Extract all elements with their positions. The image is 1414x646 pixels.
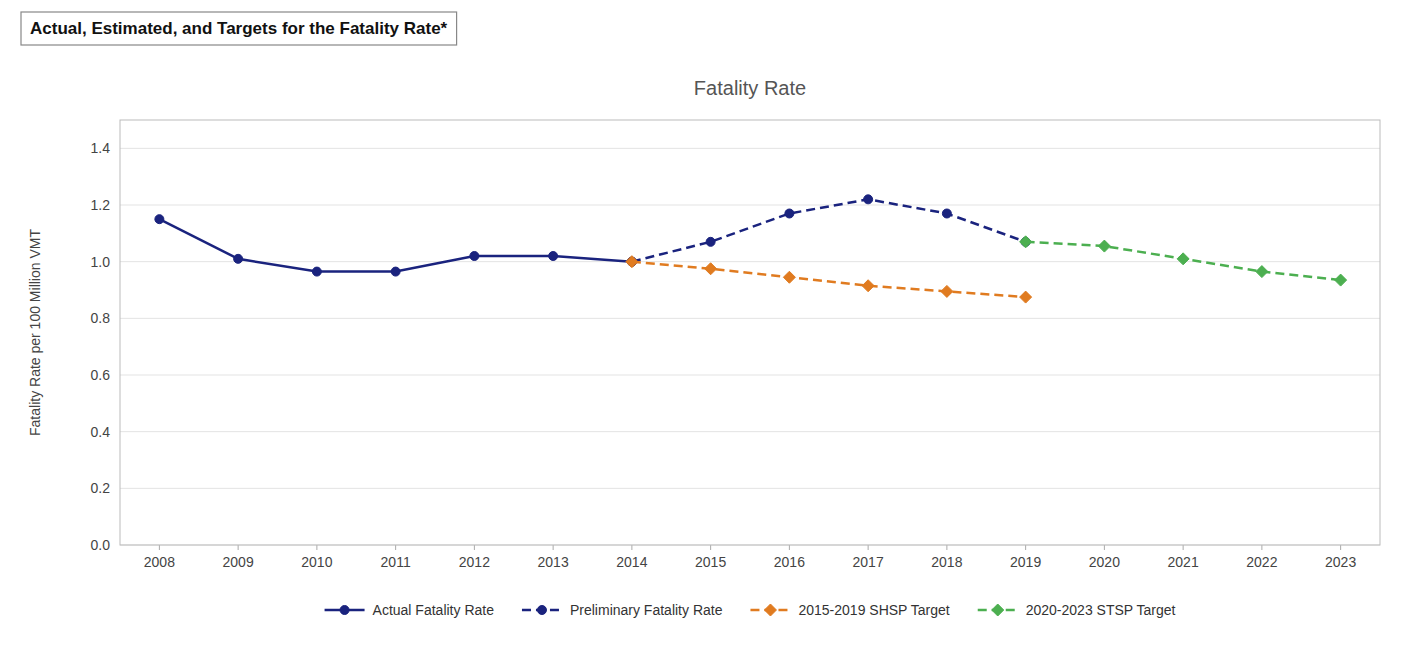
series xyxy=(627,195,1030,266)
data-point xyxy=(705,263,717,275)
x-tick-label: 2011 xyxy=(381,554,411,570)
subtitle: Actual, Estimated, and Targets for the F… xyxy=(30,19,448,38)
legend-label: 2020-2023 STSP Target xyxy=(1026,602,1176,618)
subtitle-box: Actual, Estimated, and Targets for the F… xyxy=(21,12,457,45)
x-tick-label: 2012 xyxy=(459,554,490,570)
y-tick-label: 0.8 xyxy=(91,310,111,326)
plot-frame xyxy=(120,120,1380,545)
title: Fatality Rate xyxy=(694,77,806,99)
x-tick-label: 2017 xyxy=(853,554,884,570)
x-tick-label: 2023 xyxy=(1325,554,1356,570)
x-tick-label: 2020 xyxy=(1089,554,1120,570)
data-point xyxy=(155,215,164,224)
x-tick xyxy=(1340,545,1341,550)
grid-line xyxy=(120,205,1380,206)
x-tick xyxy=(710,545,711,550)
y-tick-label: 1.2 xyxy=(91,197,111,213)
x-tick xyxy=(553,545,554,550)
data-point xyxy=(549,252,558,261)
x-tick xyxy=(789,545,790,550)
y-axis-label: Fatality Rate per 100 Million VMT xyxy=(27,229,43,436)
x-tick xyxy=(316,545,317,550)
legend-label: Preliminary Fatality Rate xyxy=(570,602,723,618)
data-point xyxy=(1335,274,1347,286)
data-point xyxy=(941,285,953,297)
x-tick-label: 2019 xyxy=(1010,554,1041,570)
series-group xyxy=(155,195,1347,303)
legend-label: Actual Fatality Rate xyxy=(373,602,495,618)
data-point xyxy=(1020,236,1032,248)
data-point xyxy=(234,254,243,263)
x-tick-label: 2008 xyxy=(144,554,175,570)
x-tick-label: 2022 xyxy=(1246,554,1277,570)
x-tick-label: 2016 xyxy=(774,554,805,570)
data-point xyxy=(783,271,795,283)
grid-line xyxy=(120,148,1380,149)
y-tick-label: 0.6 xyxy=(91,367,111,383)
data-point xyxy=(706,237,715,246)
legend-marker xyxy=(992,604,1004,616)
legend-item: 2020-2023 STSP Target xyxy=(978,602,1176,618)
grid-line xyxy=(120,431,1380,432)
series-line xyxy=(1026,242,1341,280)
x-axis: 2008 2009 2010 2011 2012 2013 2014 2015 2016 2017… xyxy=(144,545,1357,570)
x-tick xyxy=(1104,545,1105,550)
y-tick-label: 0.4 xyxy=(91,424,111,440)
y-tick-label: 1.0 xyxy=(91,254,111,270)
series-line xyxy=(159,219,632,271)
x-tick xyxy=(946,545,947,550)
data-point xyxy=(391,267,400,276)
grid-line xyxy=(120,375,1380,376)
legend: Actual Fatality Rate Preliminary Fatality… xyxy=(325,602,1176,618)
data-point xyxy=(1098,240,1110,252)
y-tick-label: 0.0 xyxy=(91,537,111,553)
series xyxy=(626,256,1032,303)
x-tick-label: 2013 xyxy=(538,554,569,570)
x-tick-label: 2009 xyxy=(223,554,254,570)
x-tick xyxy=(868,545,869,550)
x-tick xyxy=(395,545,396,550)
legend-marker xyxy=(764,604,776,616)
x-tick-label: 2014 xyxy=(616,554,647,570)
data-point xyxy=(1256,266,1268,278)
legend-label: 2015-2019 SHSP Target xyxy=(798,602,949,618)
y-tick-label: 1.4 xyxy=(91,140,111,156)
x-tick xyxy=(1025,545,1026,550)
legend-marker xyxy=(340,606,349,615)
legend-item: Actual Fatality Rate xyxy=(325,602,495,618)
grid-line xyxy=(120,488,1380,489)
grid-line xyxy=(120,318,1380,319)
x-tick-label: 2018 xyxy=(931,554,962,570)
x-tick xyxy=(631,545,632,550)
data-point xyxy=(470,252,479,261)
data-point xyxy=(862,280,874,292)
legend-marker xyxy=(537,606,546,615)
x-tick xyxy=(1183,545,1184,550)
data-point xyxy=(785,209,794,218)
x-tick xyxy=(474,545,475,550)
x-tick xyxy=(1261,545,1262,550)
series xyxy=(1020,236,1347,286)
legend-item: 2015-2019 SHSP Target xyxy=(750,602,949,618)
data-point xyxy=(1177,253,1189,265)
series-line xyxy=(632,262,1026,297)
series xyxy=(155,215,637,276)
x-tick-label: 2021 xyxy=(1168,554,1199,570)
chart: Actual, Estimated, and Targets for the F… xyxy=(0,0,1414,646)
y-tick-label: 0.2 xyxy=(91,480,111,496)
series-line xyxy=(632,199,1026,261)
x-tick xyxy=(238,545,239,550)
legend-item: Preliminary Fatality Rate xyxy=(522,602,723,618)
x-tick-label: 2015 xyxy=(695,554,726,570)
data-point xyxy=(942,209,951,218)
data-point xyxy=(864,195,873,204)
y-axis: 0.0 0.2 0.4 0.6 0.8 1.0 1.2 1.4 xyxy=(91,140,1380,553)
data-point xyxy=(1020,291,1032,303)
data-point xyxy=(312,267,321,276)
subtitle-frame xyxy=(21,12,457,45)
data-point xyxy=(626,256,638,268)
grid-line xyxy=(120,261,1380,262)
x-tick-label: 2010 xyxy=(301,554,332,570)
x-tick xyxy=(159,545,160,550)
